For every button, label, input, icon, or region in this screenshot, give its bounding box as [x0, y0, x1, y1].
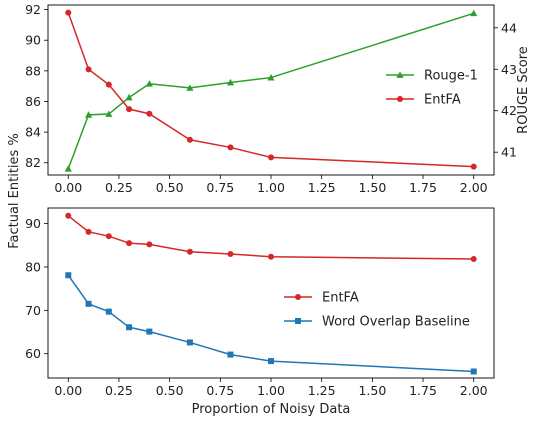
top-x-tick-label: 0.00 [54, 180, 82, 195]
bottom-panel: 0.00 0.25 0.50 0.75 1.00 1.25 1.50 1.75 2.00 60 7… [25, 207, 495, 417]
top-entfa-point [126, 106, 133, 113]
bottom-x-axis: 0.00 0.25 0.50 0.75 1.00 1.25 1.50 1.75 2.00 [54, 378, 488, 398]
top-rouge-1-point [84, 111, 93, 118]
bottom-plot-frame [47, 207, 495, 379]
top-entfa-line [67, 12, 474, 168]
bottom-entfa-point [105, 233, 112, 240]
top-x-tick-label: 0.75 [206, 180, 234, 195]
bottom-word-overlap-baseline-point [85, 300, 92, 307]
top-entfa-point [227, 144, 234, 151]
bottom-x-tick-label: 0.25 [105, 383, 133, 398]
bottom-x-tick-label: 1.75 [409, 383, 437, 398]
x-axis-title: Proportion of Noisy Data [192, 402, 351, 417]
top-legend-marker [397, 96, 403, 102]
bottom-x-tick-label: 0.75 [206, 383, 234, 398]
bottom-legend-marker [295, 294, 301, 300]
bottom-legend-label: Word Overlap Baseline [322, 315, 470, 330]
bottom-entfa-point [186, 248, 193, 255]
top-legend-label: EntFA [424, 93, 461, 108]
bottom-x-tick-label: 0.50 [156, 383, 184, 398]
top-right-y-axis: 41 42 43 44 [494, 20, 517, 160]
top-x-tick-label: 2.00 [460, 180, 488, 195]
top-left-y-tick-label: 88 [25, 63, 41, 78]
top-entfa-point [85, 66, 92, 73]
top-x-tick-label: 0.25 [105, 180, 133, 195]
bottom-y-axis: 60 70 80 90 [25, 216, 48, 361]
bottom-legend-marker [295, 318, 301, 324]
top-x-tick-label: 1.50 [358, 180, 386, 195]
bottom-x-tick-label: 0.00 [54, 383, 82, 398]
bottom-x-tick-label: 1.50 [358, 383, 386, 398]
bottom-word-overlap-baseline-point [470, 368, 477, 375]
top-left-y-axis: 82 84 86 88 90 92 [25, 2, 48, 170]
bottom-word-overlap-baseline-point [126, 324, 133, 331]
top-x-tick-label: 1.00 [257, 180, 285, 195]
bottom-y-tick-label: 60 [25, 346, 41, 361]
bottom-series-layer [65, 212, 477, 375]
bottom-entfa-point [126, 240, 133, 247]
bottom-entfa-line [67, 215, 474, 260]
top-right-y-tick-label: 43 [501, 62, 517, 77]
bottom-y-tick-label: 70 [25, 303, 41, 318]
top-x-axis: 0.00 0.25 0.50 0.75 1.00 1.25 1.50 1.75 2.00 [54, 175, 488, 195]
bottom-legend-label: EntFA [322, 291, 359, 306]
top-x-tick-label: 1.25 [308, 180, 336, 195]
bottom-entfa-point [268, 253, 274, 260]
top-rouge-1-point [226, 78, 235, 86]
bottom-legend: EntFA Word Overlap Baseline [284, 291, 470, 330]
top-right-y-tick-label: 42 [501, 103, 517, 118]
bottom-word-overlap-baseline-point [227, 351, 234, 358]
top-rouge-1-point [105, 110, 113, 117]
bottom-entfa-point [227, 250, 234, 257]
bottom-entfa-point [470, 255, 477, 262]
top-x-tick-label: 0.50 [156, 180, 184, 195]
top-legend-label: Rouge-1 [424, 69, 478, 84]
top-rouge-1-point [470, 9, 478, 17]
top-right-y-tick-label: 44 [501, 20, 517, 35]
top-entfa-point [146, 110, 153, 117]
top-legend: Rouge-1 EntFA [386, 69, 478, 108]
left-y-axis-title: Factual Entities % [7, 133, 22, 249]
bottom-word-overlap-baseline-point [268, 358, 274, 365]
top-panel: 0.00 0.25 0.50 0.75 1.00 1.25 1.50 1.75 2.00 828… [25, 2, 531, 195]
top-x-tick-label: 1.75 [409, 180, 437, 195]
bottom-x-tick-label: 1.25 [308, 383, 336, 398]
bottom-entfa-point [146, 241, 153, 248]
top-left-y-tick-label: 90 [25, 33, 41, 48]
top-rouge-1-line [67, 12, 474, 170]
bottom-word-overlap-baseline-point [146, 328, 153, 335]
top-entfa-point [65, 9, 72, 16]
top-left-y-tick-label: 84 [25, 125, 41, 140]
right-y-axis-title: ROUGE Score [516, 46, 531, 134]
bottom-entfa-point [85, 228, 92, 235]
top-right-y-tick-label: 41 [501, 145, 517, 160]
top-legend-marker [396, 71, 404, 78]
top-series-layer [64, 9, 478, 172]
top-rouge-1-point [186, 84, 194, 91]
top-entfa-point [186, 136, 193, 143]
top-left-y-tick-label: 86 [25, 94, 41, 109]
bottom-x-tick-label: 2.00 [460, 383, 488, 398]
top-plot-frame [47, 4, 495, 176]
bottom-word-overlap-baseline-point [186, 339, 193, 346]
top-left-y-tick-label: 82 [25, 155, 41, 170]
top-entfa-point [268, 154, 274, 161]
top-left-y-tick-label: 92 [25, 2, 41, 17]
top-entfa-point [470, 163, 477, 170]
bottom-x-tick-label: 1.00 [257, 383, 285, 398]
top-rouge-1-point [125, 93, 133, 101]
top-rouge-1-point [267, 73, 275, 81]
bottom-word-overlap-baseline-point [105, 308, 112, 315]
top-entfa-point [105, 81, 112, 88]
bottom-y-tick-label: 90 [25, 216, 41, 231]
bottom-entfa-point [65, 212, 72, 219]
top-rouge-1-point [145, 80, 153, 87]
top-rouge-1-point [64, 165, 72, 172]
bottom-y-tick-label: 80 [25, 259, 41, 274]
bottom-word-overlap-baseline-point [65, 272, 72, 279]
